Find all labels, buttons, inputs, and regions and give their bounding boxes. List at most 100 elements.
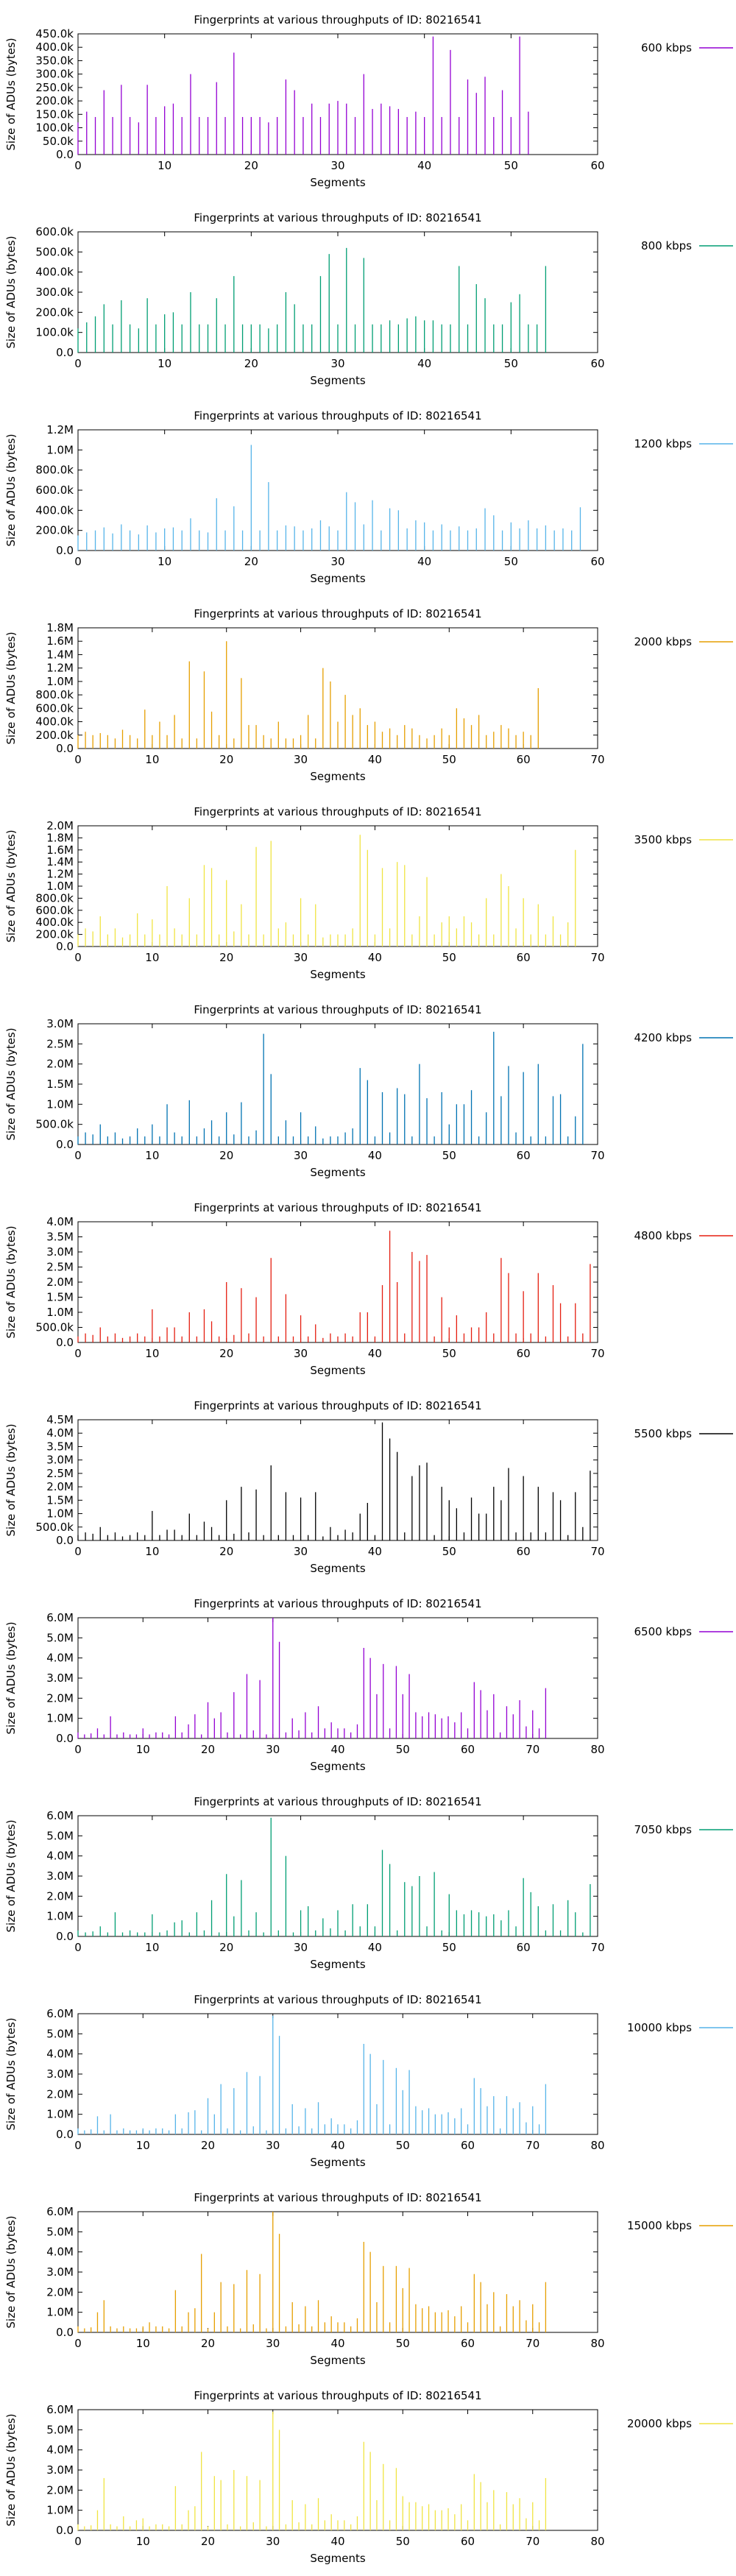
plot-frame	[77, 1221, 598, 1343]
legend-label: 6500 kbps	[634, 1625, 693, 1638]
x-tick-label: 80	[590, 1743, 604, 1756]
y-tick-label: 4.0M	[46, 1850, 74, 1863]
y-tick-label: 2.0M	[46, 1889, 74, 1903]
y-tick-label: 6.0M	[46, 2007, 74, 2020]
x-tick-label: 80	[590, 2139, 604, 2152]
y-tick-label: 5.0M	[46, 2027, 74, 2040]
y-tick-label: 1.0M	[46, 1306, 74, 1319]
y-tick-label: 400.0k	[35, 715, 74, 729]
x-axis-label: Segments	[310, 176, 366, 189]
y-tick-label: 800.0k	[35, 688, 74, 701]
x-tick-label: 20	[219, 1347, 233, 1360]
x-tick-label: 10	[158, 555, 171, 568]
x-tick-label: 70	[526, 1743, 539, 1756]
x-tick-label: 30	[266, 2139, 280, 2152]
x-tick-label: 50	[442, 1545, 456, 1558]
y-tick-label: 400.0k	[35, 266, 74, 279]
y-tick-label: 0.0	[56, 346, 74, 359]
y-tick-label: 0.0	[56, 1336, 74, 1349]
x-tick-label: 80	[590, 2337, 604, 2350]
chart-panel: Fingerprints at various throughputs of I…	[4, 2389, 733, 2565]
y-tick-label: 0.0	[56, 2326, 74, 2339]
y-tick-label: 6.0M	[46, 2205, 74, 2218]
legend-label: 3500 kbps	[634, 833, 693, 846]
y-tick-label: 250.0k	[35, 81, 74, 94]
chart-title: Fingerprints at various throughputs of I…	[194, 1003, 481, 1016]
x-tick-label: 40	[368, 1347, 382, 1360]
x-tick-label: 60	[517, 1149, 531, 1162]
y-axis-label: Size of ADUs (bytes)	[4, 38, 18, 150]
x-tick-label: 0	[74, 1545, 82, 1558]
x-tick-label: 10	[136, 1743, 150, 1756]
chart-title: Fingerprints at various throughputs of I…	[194, 2191, 481, 2204]
x-tick-label: 70	[526, 2139, 539, 2152]
x-axis-label: Segments	[310, 2156, 366, 2169]
x-tick-label: 20	[244, 555, 258, 568]
y-tick-label: 2.5M	[46, 1261, 74, 1274]
y-tick-label: 5.0M	[46, 2225, 74, 2238]
x-tick-label: 70	[590, 753, 604, 766]
y-tick-label: 1.6M	[46, 843, 74, 857]
x-tick-label: 10	[145, 1941, 159, 1954]
y-tick-label: 0.0	[56, 1930, 74, 1943]
chart-panel: Fingerprints at various throughputs of I…	[4, 1003, 733, 1179]
x-tick-label: 0	[74, 1347, 82, 1360]
y-tick-label: 1.0M	[46, 1712, 74, 1725]
y-tick-label: 0.0	[56, 2524, 74, 2537]
y-tick-label: 4.0M	[46, 2444, 74, 2457]
x-tick-label: 20	[219, 1149, 233, 1162]
chart-title: Fingerprints at various throughputs of I…	[194, 13, 481, 26]
y-tick-label: 3.0M	[46, 1017, 74, 1030]
x-tick-label: 20	[201, 1743, 215, 1756]
y-tick-label: 300.0k	[35, 68, 74, 81]
x-tick-label: 30	[294, 1545, 308, 1558]
x-tick-label: 80	[590, 2535, 604, 2548]
y-axis-label: Size of ADUs (bytes)	[4, 2017, 18, 2130]
y-tick-label: 6.0M	[46, 1809, 74, 1822]
x-tick-label: 20	[201, 2337, 215, 2350]
x-tick-label: 0	[74, 753, 82, 766]
x-tick-label: 60	[517, 1347, 531, 1360]
x-tick-label: 70	[526, 2535, 539, 2548]
x-tick-label: 30	[294, 753, 308, 766]
y-tick-label: 4.0M	[46, 1215, 74, 1228]
x-tick-label: 60	[517, 1545, 531, 1558]
chart-title: Fingerprints at various throughputs of I…	[194, 2389, 481, 2402]
y-tick-label: 2.0M	[46, 2483, 74, 2497]
y-tick-label: 600.0k	[35, 484, 74, 497]
y-tick-label: 0.0	[56, 1732, 74, 1745]
y-tick-label: 2.0M	[46, 1058, 74, 1071]
legend-label: 1200 kbps	[634, 437, 693, 450]
y-tick-label: 1.0M	[46, 1097, 74, 1111]
y-tick-label: 1.0M	[46, 2504, 74, 2517]
x-tick-label: 0	[74, 2139, 82, 2152]
chart-title: Fingerprints at various throughputs of I…	[194, 409, 481, 422]
y-tick-label: 200.0k	[35, 524, 74, 537]
chart-panel: Fingerprints at various throughputs of I…	[4, 1597, 733, 1773]
x-tick-label: 50	[504, 159, 518, 172]
x-tick-label: 40	[330, 2139, 344, 2152]
y-tick-label: 0.0	[56, 940, 74, 953]
plot-frame	[77, 1023, 598, 1145]
y-tick-label: 600.0k	[35, 904, 74, 917]
legend-label: 5500 kbps	[634, 1427, 693, 1440]
y-tick-label: 0.0	[56, 1534, 74, 1547]
y-tick-label: 2.5M	[46, 1037, 74, 1050]
legend-label: 20000 kbps	[627, 2417, 692, 2430]
chart-title: Fingerprints at various throughputs of I…	[194, 805, 481, 818]
y-tick-label: 600.0k	[35, 701, 74, 715]
y-tick-label: 6.0M	[46, 2403, 74, 2416]
x-tick-label: 0	[74, 555, 82, 568]
y-tick-label: 0.0	[56, 2128, 74, 2141]
y-tick-label: 2.0M	[46, 2087, 74, 2101]
x-tick-label: 10	[145, 753, 159, 766]
x-axis-label: Segments	[310, 2354, 366, 2367]
legend-label: 15000 kbps	[627, 2219, 692, 2232]
chart-title: Fingerprints at various throughputs of I…	[194, 211, 481, 224]
y-tick-label: 500.0k	[35, 1118, 74, 1131]
chart-title: Fingerprints at various throughputs of I…	[194, 1399, 481, 1412]
x-tick-label: 20	[201, 2139, 215, 2152]
y-tick-label: 3.0M	[46, 2067, 74, 2081]
y-tick-label: 450.0k	[35, 27, 74, 40]
x-tick-label: 40	[417, 555, 431, 568]
